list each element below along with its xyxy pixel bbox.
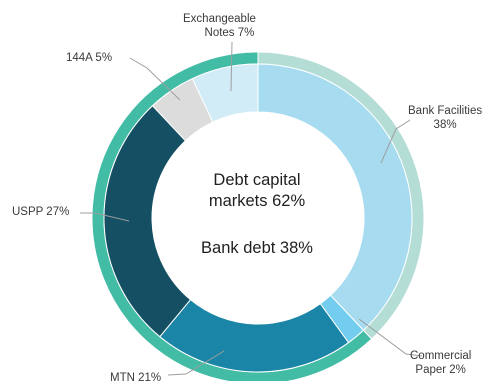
center-label-dcm: Debt capital markets 62% (157, 170, 357, 212)
leader-exchangeable (230, 41, 233, 92)
leader-commercial-paper (358, 318, 423, 357)
center-label-bank: Bank debt 38% (157, 238, 357, 259)
center-line-3: Bank debt 38% (201, 239, 313, 257)
center-line-1: Debt capital (213, 171, 301, 189)
inner-slice-exchangeable-notes (191, 63, 259, 123)
leader-144a (129, 57, 181, 101)
label-mtn: MTN 21% (110, 372, 162, 384)
leader-bank-facilities (380, 119, 411, 164)
label-commercial-paper: Commercial Paper 2% (410, 350, 472, 376)
inner-slice-uspp (103, 105, 192, 338)
label-uspp: USPP 27% (12, 206, 70, 218)
label-144a: 144A 5% (66, 52, 113, 64)
label-bank-facilities: Bank Facilities 38% (408, 105, 483, 131)
leader-mtn (167, 350, 225, 376)
leader-uspp (80, 212, 130, 222)
inner-slice-bank-facilities (257, 63, 413, 331)
center-line-2: markets 62% (208, 192, 306, 210)
label-exchangeable-notes: Exchangeable Notes 7% (183, 13, 256, 39)
